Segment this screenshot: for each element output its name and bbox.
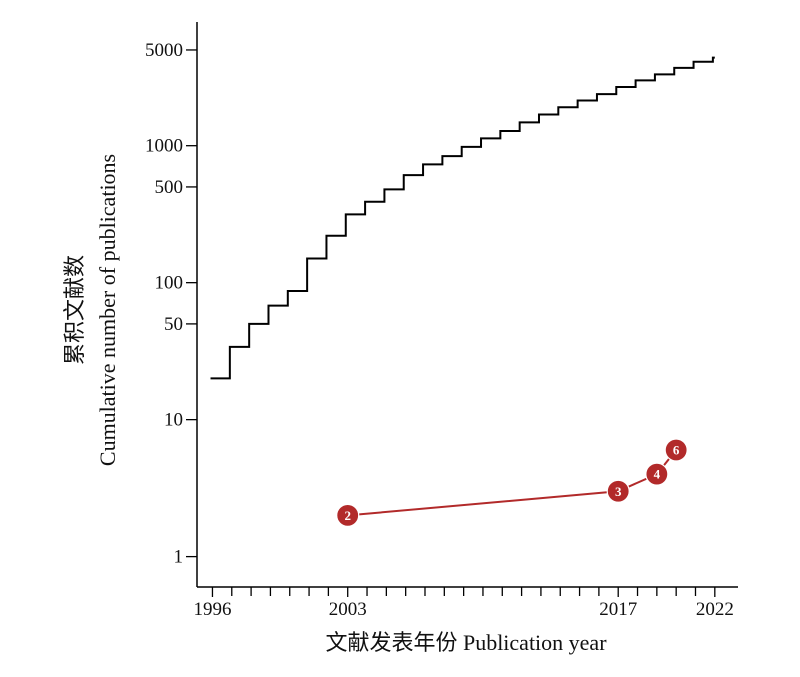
x-tick-label: 2003 xyxy=(329,599,367,620)
y-tick-label: 100 xyxy=(155,273,184,294)
chart-marks: 2 3 46 xyxy=(210,56,715,527)
cumulative-step-line xyxy=(210,56,715,380)
x-tick-label: 2022 xyxy=(696,599,734,620)
annual-series-line xyxy=(347,449,677,517)
y-axis-title-chinese: 累积文献数 xyxy=(62,255,87,365)
y-tick-label: 10 xyxy=(164,410,183,431)
annual-point xyxy=(664,438,688,462)
annual-point-label: 2 xyxy=(344,508,351,523)
annual-point-label: 4 xyxy=(654,467,661,482)
annual-point-label: 3 xyxy=(615,484,622,499)
y-tick-label: 500 xyxy=(155,177,184,198)
y-axis-title-english: Cumulative number of publications xyxy=(95,154,120,466)
x-tick-label: 2017 xyxy=(599,599,637,620)
x-axis-title: 文献发表年份 Publication year xyxy=(325,630,607,655)
y-tick-label: 1 xyxy=(174,547,184,568)
y-tick-label: 1000 xyxy=(145,136,183,157)
y-tick-label: 50 xyxy=(164,314,183,335)
x-tick-label: 1996 xyxy=(193,599,231,620)
annual-point xyxy=(645,462,669,486)
annual-point xyxy=(336,503,360,527)
annual-point-label: 6 xyxy=(673,443,680,458)
annual-point xyxy=(606,479,630,503)
y-tick-label: 5000 xyxy=(145,40,183,61)
axes: 1996 2003 2017 2022 1 10 50 100 500 1000 5000 xyxy=(145,22,738,620)
